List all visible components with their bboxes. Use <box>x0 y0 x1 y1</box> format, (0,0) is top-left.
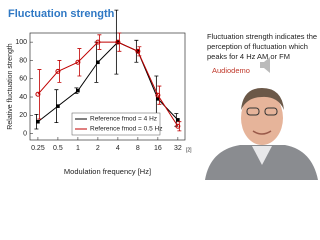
series-line <box>37 41 179 127</box>
plot-area <box>29 32 186 141</box>
slide: Fluctuation strength Fluctuation strengt… <box>7 8 318 180</box>
marker <box>175 123 181 129</box>
x-tick-label: 8 <box>136 145 140 152</box>
x-tick-label: 4 <box>116 145 120 152</box>
error-bar <box>37 69 42 120</box>
y-tick-label: 0 <box>23 130 27 137</box>
y-tick-label: 80 <box>19 57 27 64</box>
speaker-icon[interactable] <box>260 57 270 73</box>
x-tick-label: 0.5 <box>53 145 63 152</box>
x-tick-label: 16 <box>154 145 162 152</box>
reference: [2] <box>186 147 192 153</box>
side-text: peaks for 4 Hz AM or FM <box>207 52 290 61</box>
marker <box>176 118 180 122</box>
marker <box>135 48 141 54</box>
error-bar <box>57 60 62 83</box>
marker <box>76 88 80 93</box>
error-bar <box>137 46 142 57</box>
presenter <box>205 88 318 180</box>
legend-label: Reference fmod = 0.5 Hz <box>90 126 162 133</box>
marker <box>155 92 161 98</box>
marker <box>95 39 101 45</box>
y-axis-label: Relative fluctuation strength <box>7 43 14 129</box>
y-tick-label: 100 <box>15 39 27 46</box>
legend-label: Reference fmod = 4 Hz <box>90 116 157 123</box>
x-axis-label: Modulation frequency [Hz] <box>64 167 151 176</box>
marker <box>75 59 81 65</box>
marker <box>56 104 60 108</box>
marker <box>96 60 100 65</box>
y-tick-label: 20 <box>19 112 27 119</box>
marker <box>156 97 160 101</box>
error-bar <box>117 32 122 52</box>
legend-box <box>71 112 161 136</box>
side-text: Fluctuation strength indicates the <box>207 32 317 41</box>
error-bar <box>177 121 182 132</box>
audio-link[interactable]: Audiodemo <box>212 66 250 75</box>
side-text: perception of fluctuation which <box>207 42 308 51</box>
x-tick-label: 2 <box>96 145 100 152</box>
slide-title: Fluctuation strength <box>8 8 115 20</box>
x-tick-label: 0.25 <box>31 145 45 152</box>
marker <box>55 68 61 74</box>
marker <box>36 119 40 124</box>
x-tick-label: 32 <box>174 145 182 152</box>
marker <box>115 39 121 45</box>
series-line <box>37 41 179 123</box>
y-tick-label: 40 <box>19 94 27 101</box>
marker <box>35 91 41 97</box>
x-tick-label: 1 <box>76 145 80 152</box>
error-bar <box>157 85 162 105</box>
y-tick-label: 60 <box>19 76 27 83</box>
